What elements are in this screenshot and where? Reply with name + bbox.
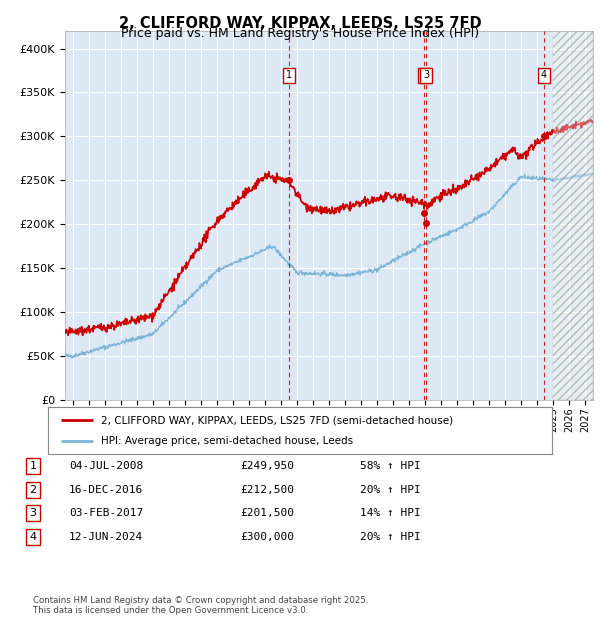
Text: 04-JUL-2008: 04-JUL-2008 xyxy=(69,461,143,471)
Text: 1: 1 xyxy=(286,70,292,80)
Text: 2, CLIFFORD WAY, KIPPAX, LEEDS, LS25 7FD (semi-detached house): 2, CLIFFORD WAY, KIPPAX, LEEDS, LS25 7FD… xyxy=(101,415,453,425)
Text: 4: 4 xyxy=(541,70,547,80)
Text: 1: 1 xyxy=(29,461,37,471)
Text: 58% ↑ HPI: 58% ↑ HPI xyxy=(360,461,421,471)
Text: £300,000: £300,000 xyxy=(240,532,294,542)
Text: 20% ↑ HPI: 20% ↑ HPI xyxy=(360,485,421,495)
Text: 14% ↑ HPI: 14% ↑ HPI xyxy=(360,508,421,518)
Text: HPI: Average price, semi-detached house, Leeds: HPI: Average price, semi-detached house,… xyxy=(101,436,353,446)
Text: Price paid vs. HM Land Registry's House Price Index (HPI): Price paid vs. HM Land Registry's House … xyxy=(121,27,479,40)
Text: 03-FEB-2017: 03-FEB-2017 xyxy=(69,508,143,518)
Text: £201,500: £201,500 xyxy=(240,508,294,518)
Text: 2: 2 xyxy=(421,70,427,80)
Text: 3: 3 xyxy=(423,70,430,80)
Text: 3: 3 xyxy=(29,508,37,518)
Text: 2, CLIFFORD WAY, KIPPAX, LEEDS, LS25 7FD: 2, CLIFFORD WAY, KIPPAX, LEEDS, LS25 7FD xyxy=(119,16,481,30)
Text: 20% ↑ HPI: 20% ↑ HPI xyxy=(360,532,421,542)
Text: £249,950: £249,950 xyxy=(240,461,294,471)
Text: 2: 2 xyxy=(29,485,37,495)
Text: Contains HM Land Registry data © Crown copyright and database right 2025.
This d: Contains HM Land Registry data © Crown c… xyxy=(33,596,368,615)
Text: £212,500: £212,500 xyxy=(240,485,294,495)
Text: 16-DEC-2016: 16-DEC-2016 xyxy=(69,485,143,495)
Text: 12-JUN-2024: 12-JUN-2024 xyxy=(69,532,143,542)
Text: 4: 4 xyxy=(29,532,37,542)
